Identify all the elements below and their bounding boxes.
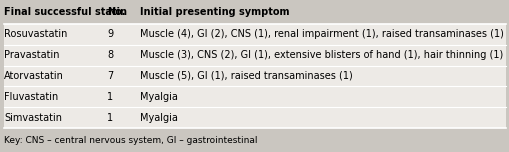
Text: Final successful statin: Final successful statin [4, 7, 127, 17]
Text: 8: 8 [107, 50, 113, 60]
Text: Muscle (3), CNS (2), GI (1), extensive blisters of hand (1), hair thinning (1): Muscle (3), CNS (2), GI (1), extensive b… [140, 50, 502, 60]
Text: Simvastatin: Simvastatin [4, 113, 62, 123]
Text: Muscle (4), GI (2), CNS (1), renal impairment (1), raised transaminases (1): Muscle (4), GI (2), CNS (1), renal impai… [140, 29, 503, 39]
Text: 9: 9 [107, 29, 113, 39]
Text: 1: 1 [107, 92, 113, 102]
Bar [4, 24, 505, 128]
Text: Initial presenting symptom: Initial presenting symptom [140, 7, 289, 17]
Text: Myalgia: Myalgia [140, 92, 178, 102]
Text: 7: 7 [107, 71, 113, 81]
Text: Rosuvastatin: Rosuvastatin [4, 29, 67, 39]
Text: Atorvastatin: Atorvastatin [4, 71, 64, 81]
Bar [4, 0, 505, 24]
Text: 1: 1 [107, 113, 113, 123]
Text: Key: CNS – central nervous system, GI – gastrointestinal: Key: CNS – central nervous system, GI – … [4, 136, 257, 145]
Text: Fluvastatin: Fluvastatin [4, 92, 58, 102]
Text: No.: No. [107, 7, 125, 17]
Text: Muscle (5), GI (1), raised transaminases (1): Muscle (5), GI (1), raised transaminases… [140, 71, 352, 81]
Text: Pravastatin: Pravastatin [4, 50, 60, 60]
Text: Myalgia: Myalgia [140, 113, 178, 123]
Bar [4, 128, 505, 152]
